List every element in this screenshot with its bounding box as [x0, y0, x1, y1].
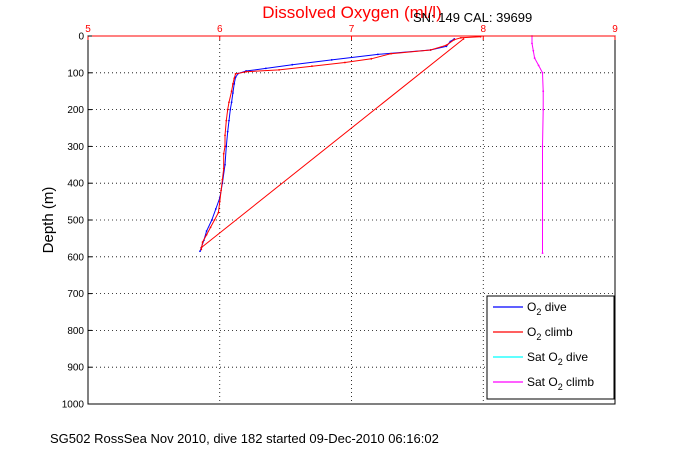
data-point [541, 182, 544, 185]
y-axis-label: Depth (m) [40, 187, 57, 254]
y-tick-label: 900 [67, 363, 84, 374]
y-tick-label: 500 [67, 216, 84, 227]
data-point [228, 101, 230, 104]
chart-title: Dissolved Oxygen (ml/l) [262, 3, 442, 22]
data-point [226, 130, 229, 133]
data-point [532, 49, 535, 52]
data-point [205, 230, 208, 232]
data-point [220, 189, 222, 192]
data-point [344, 61, 346, 64]
y-tick-label: 1000 [62, 400, 85, 411]
data-point [537, 64, 540, 67]
data-point [217, 211, 220, 214]
data-point [232, 92, 234, 94]
data-point [225, 145, 228, 148]
x-tick-label: 5 [85, 24, 91, 35]
data-point [205, 233, 208, 236]
data-point [291, 63, 294, 66]
x-tick-label: 9 [612, 24, 618, 35]
data-point [330, 59, 333, 61]
data-point [209, 226, 212, 229]
y-tick-label: 400 [67, 179, 84, 190]
data-point [210, 219, 213, 221]
data-point [533, 57, 536, 59]
data-point [541, 252, 544, 255]
y-tick-label: 700 [67, 289, 84, 300]
data-point [230, 90, 233, 93]
x-tick-label: 7 [349, 24, 355, 35]
data-point [459, 36, 462, 39]
data-point [200, 246, 203, 249]
grid [88, 36, 615, 404]
series-layer [199, 35, 545, 255]
data-point [462, 38, 465, 40]
x-tick-label: 6 [217, 24, 223, 35]
data-point [542, 90, 545, 93]
data-point [278, 68, 280, 71]
data-point [224, 163, 226, 166]
series-o2-climb-surfacing [200, 38, 464, 248]
data-point [264, 67, 267, 70]
data-point [541, 71, 544, 74]
legend-label: Sat O2 climb [527, 375, 594, 392]
data-point [222, 152, 225, 155]
ticks: 5 6 7 8 9 0 100 200 300 400 500 600 700 800 900 1000 [62, 24, 618, 411]
data-point [230, 101, 233, 104]
y-tick-label: 300 [67, 142, 84, 153]
y-tick-label: 200 [67, 105, 84, 116]
series-o2-climb-markers [200, 35, 482, 251]
data-point [233, 82, 236, 85]
data-point [233, 77, 236, 80]
data-point [228, 119, 230, 122]
y-tick-label: 800 [67, 326, 84, 337]
data-point [229, 108, 232, 111]
data-point [542, 108, 545, 111]
data-point [376, 53, 379, 56]
data-point [234, 73, 237, 75]
data-point [232, 82, 234, 85]
legend-label: Sat O2 dive [527, 350, 588, 367]
data-point [226, 108, 229, 111]
data-point [541, 145, 544, 148]
data-point [311, 65, 313, 68]
data-point [218, 200, 221, 203]
sensor-info: SN: 149 CAL: 39699 [413, 10, 532, 25]
footer-caption: SG502 RossSea Nov 2010, dive 182 started… [50, 431, 439, 446]
series-sat-o2-climb [531, 36, 544, 254]
y-tick-label: 100 [67, 68, 84, 79]
data-point [453, 38, 456, 41]
data-point [531, 42, 533, 45]
data-point [214, 208, 217, 210]
data-point [245, 70, 248, 73]
data-point [225, 119, 228, 122]
y-tick-label: 600 [67, 252, 84, 263]
data-point [201, 241, 204, 243]
data-point [221, 178, 224, 181]
data-point [370, 57, 373, 60]
data-point [224, 145, 226, 148]
data-point [541, 219, 544, 221]
data-point [445, 44, 448, 47]
data-point [429, 49, 432, 51]
data-point [390, 52, 392, 55]
y-tick-label: 0 [78, 32, 84, 43]
data-point [199, 250, 201, 253]
x-tick-label: 8 [480, 24, 486, 35]
series-o2-climb-surfacing-markers [200, 38, 465, 249]
data-point [224, 134, 226, 137]
data-point [200, 248, 203, 251]
data-point [222, 167, 225, 170]
data-point [213, 219, 216, 221]
